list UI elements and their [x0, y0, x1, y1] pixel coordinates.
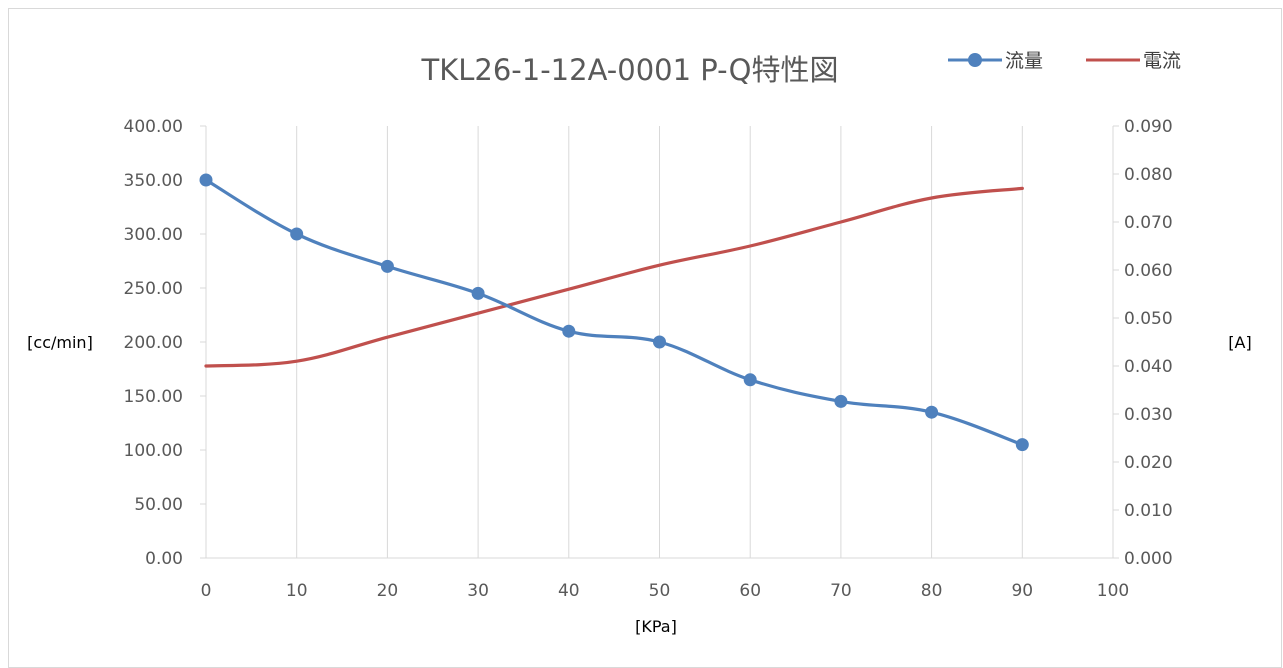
series-flow-point — [471, 286, 485, 300]
y-right-tick-label: 0.050 — [1124, 309, 1173, 329]
legend-flow-marker — [968, 53, 982, 67]
y-right-tick-label: 0.010 — [1124, 501, 1173, 521]
x-axis-title: [KPa] — [635, 617, 677, 636]
y-left-tick-label: 250.00 — [124, 279, 183, 299]
y-right-tick-label: 0.040 — [1124, 357, 1173, 377]
gridlines — [296, 126, 1023, 558]
series-flow-point — [562, 324, 576, 338]
y-right-tick-labels: 0.000 0.010 0.020 0.030 0.040 0.050 0.060 0.070… — [1124, 117, 1173, 569]
x-tick-label: 70 — [830, 581, 852, 601]
y-right-tick-label: 0.070 — [1124, 213, 1173, 233]
series-flow-point — [653, 335, 666, 349]
y-right-tick-label: 0.000 — [1124, 549, 1173, 569]
x-tick-label: 100 — [1097, 581, 1129, 601]
y-left-tick-labels: 0.00 50.00 100.00 150.00 200.00 250.00 300.00 3… — [124, 117, 183, 569]
x-tick-labels: 0 10 20 30 40 50 60 70 80 90 100 — [201, 581, 1130, 601]
y-right-tick-label: 0.080 — [1124, 165, 1173, 185]
x-tick-label: 50 — [649, 581, 671, 601]
series-flow-point — [199, 173, 213, 187]
legend-flow-label: 流量 — [1005, 50, 1043, 72]
y-right-tick-label: 0.030 — [1124, 405, 1173, 425]
y-right-tick-label: 0.020 — [1124, 453, 1173, 473]
pq-chart: TKL26-1-12A-0001 P-Q特性図 流量 電流 0 10 20 30 40 5… — [27, 50, 1252, 636]
x-tick-label: 80 — [921, 581, 943, 601]
y-left-tick-label: 0.00 — [145, 549, 183, 569]
series-current-line — [204, 186, 1024, 368]
y-left-tick-label: 400.00 — [124, 117, 183, 137]
series-flow-point — [925, 405, 939, 419]
x-tick-label: 40 — [558, 581, 580, 601]
y-right-axis-title: [A] — [1228, 333, 1251, 352]
series-flow-point — [743, 373, 757, 387]
legend-current-label: 電流 — [1143, 50, 1181, 72]
y-left-tick-label: 50.00 — [134, 495, 183, 515]
series-flow-point — [1015, 438, 1029, 452]
series-current — [204, 186, 1024, 368]
x-tick-label: 30 — [467, 581, 489, 601]
series-flow-point — [290, 227, 304, 241]
chart-title: TKL26-1-12A-0001 P-Q特性図 — [421, 53, 839, 87]
x-tick-label: 90 — [1011, 581, 1033, 601]
y-left-tick-label: 150.00 — [124, 387, 183, 407]
series-flow — [199, 173, 1029, 452]
y-left-tick-label: 350.00 — [124, 171, 183, 191]
y-right-tick-label: 0.060 — [1124, 261, 1173, 281]
series-flow-point — [380, 259, 394, 273]
y-left-tick-label: 100.00 — [124, 441, 183, 461]
y-left-tick-label: 200.00 — [124, 333, 183, 353]
x-tick-label: 60 — [739, 581, 761, 601]
series-flow-point — [834, 394, 848, 408]
x-tick-label: 10 — [286, 581, 308, 601]
y-right-tick-label: 0.090 — [1124, 117, 1173, 137]
y-left-tick-label: 300.00 — [124, 225, 183, 245]
y-left-axis-title: [cc/min] — [27, 333, 93, 352]
x-tick-label: 20 — [377, 581, 399, 601]
legend: 流量 電流 — [948, 50, 1181, 72]
series-flow-line — [204, 178, 1024, 447]
x-tick-label: 0 — [201, 581, 212, 601]
